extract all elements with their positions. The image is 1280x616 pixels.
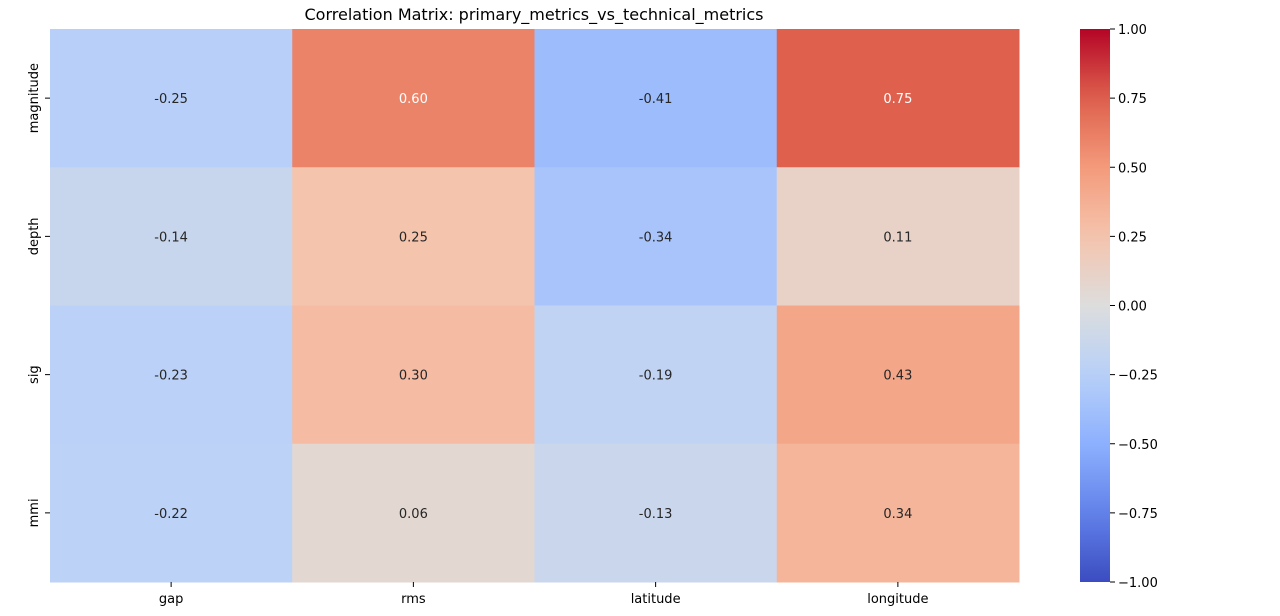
x-tick-label: latitude [631,592,681,607]
cell-value-label: -0.25 [154,92,188,107]
x-tick-label: gap [159,592,183,607]
heatmap-cell [50,29,293,168]
heatmap-cell [50,443,293,583]
cell-value-label: -0.41 [639,92,673,107]
y-tick-label: magnitude [27,63,42,133]
heatmap-cell [776,305,1020,445]
colorbar-tick-label: −1.00 [1118,576,1158,591]
heatmap-cell [534,29,778,168]
chart-title: Correlation Matrix: primary_metrics_vs_t… [305,5,764,25]
cell-value-label: -0.14 [154,230,188,245]
cell-value-label: -0.23 [154,369,188,384]
colorbar-tick-label: 0.25 [1118,230,1147,245]
cell-value-label: 0.60 [399,92,428,107]
heatmap-cell [534,443,778,583]
cell-value-label: -0.13 [639,507,673,522]
heatmap-cell [292,443,535,583]
y-tick-label: depth [27,217,42,255]
cell-value-label: 0.25 [399,230,428,245]
heatmap-cell [292,167,535,306]
x-tick-label: rms [401,592,426,607]
colorbar: 1.00 0.75 0.50 0.25 0.00 −0.25 −0.50 −0.75 −1.00 [1080,23,1158,591]
colorbar-tick-label: −0.25 [1118,369,1158,384]
cell-value-label: -0.34 [639,230,673,245]
cell-value-label: 0.43 [883,369,912,384]
cell-value-label: 0.34 [883,507,912,522]
cell-value-label: 0.30 [399,369,428,384]
y-tick-label: sig [27,365,42,384]
cell-value-label: -0.22 [154,507,188,522]
heatmap-cell [50,305,293,445]
heatmap-cell [50,167,293,306]
cell-value-label: -0.19 [639,369,673,384]
heatmap-cell [776,443,1020,583]
y-axis: magnitude depth sig mmi [27,63,50,527]
heatmap-cell [776,167,1020,306]
cell-value-label: 0.06 [399,507,428,522]
heatmap-cell [534,167,778,306]
x-axis: gap rms latitude longitude [159,582,929,607]
heatmap-cell [292,305,535,445]
heatmap-cell [776,29,1020,168]
colorbar-gradient [1080,29,1110,582]
colorbar-tick-label: 0.50 [1118,161,1147,176]
colorbar-tick-label: 0.75 [1118,92,1147,107]
colorbar-tick-label: 0.00 [1118,300,1147,315]
heatmap-cells: -0.25 0.60 -0.41 0.75 -0.14 0.25 -0.34 0.11 -0.2… [50,29,1020,583]
cell-value-label: 0.75 [883,92,912,107]
colorbar-tick-label: −0.50 [1118,438,1158,453]
y-tick-label: mmi [27,498,42,527]
x-tick-label: longitude [867,592,928,607]
colorbar-tick-label: −0.75 [1118,507,1158,522]
cell-value-label: 0.11 [883,230,912,245]
heatmap-cell [292,29,535,168]
heatmap-cell [534,305,778,445]
colorbar-tick-label: 1.00 [1118,23,1147,38]
